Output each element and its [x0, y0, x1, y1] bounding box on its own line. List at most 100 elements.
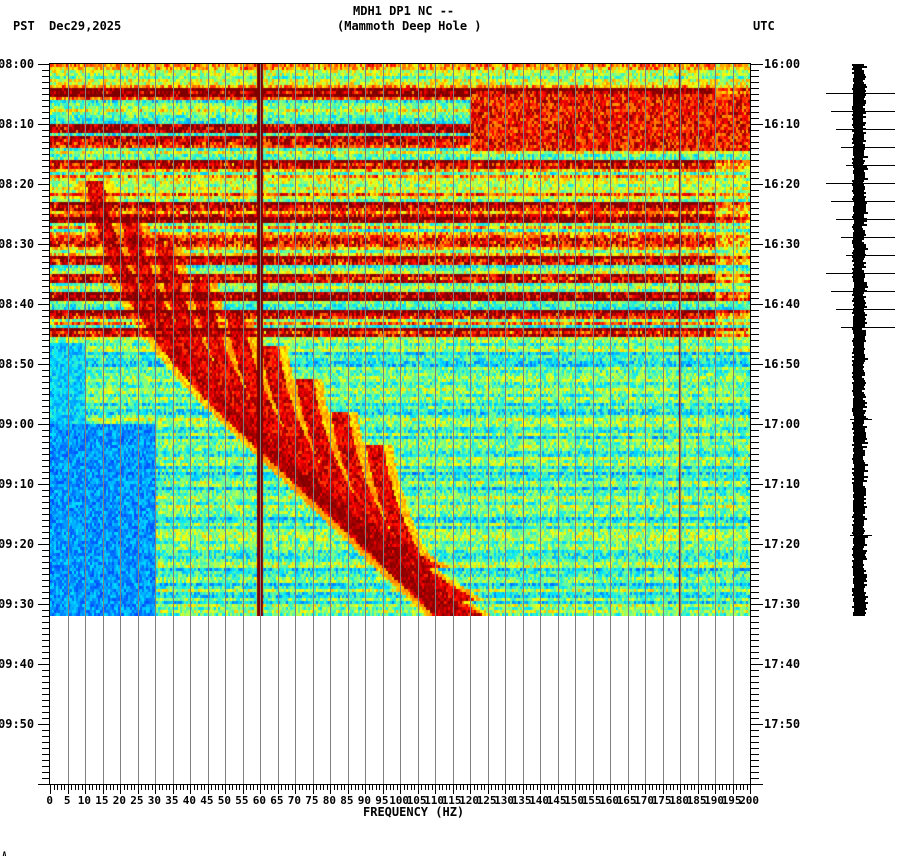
left-tick — [42, 412, 50, 413]
seismogram-segment — [853, 100, 866, 102]
gridline — [435, 64, 436, 784]
gridline — [68, 64, 69, 784]
bottom-tick — [57, 784, 58, 790]
left-tick — [42, 340, 50, 341]
seismogram-segment — [853, 136, 864, 138]
seismogram-segment — [854, 306, 867, 308]
left-tick — [42, 574, 50, 575]
left-tick — [42, 652, 50, 653]
left-tick — [42, 526, 50, 527]
frequency-tick-label: 20 — [112, 794, 127, 807]
bottom-tick — [736, 784, 737, 790]
gridline — [698, 64, 699, 784]
seismogram-segment — [853, 304, 865, 306]
left-time-label: 08:10 — [0, 117, 35, 131]
bottom-tick — [327, 784, 328, 790]
seismogram-segment — [853, 546, 864, 548]
left-tick — [42, 298, 50, 299]
seismogram-segment — [853, 318, 866, 320]
frequency-tick-label: 200 — [739, 794, 760, 807]
bottom-tick — [110, 784, 111, 790]
right-tick — [751, 358, 759, 359]
gridline — [540, 64, 541, 784]
right-tick — [751, 712, 759, 713]
bottom-tick — [145, 784, 146, 790]
right-tick — [751, 256, 759, 257]
seismogram-segment — [853, 338, 865, 340]
bottom-tick — [708, 784, 709, 790]
seismogram-spike — [850, 419, 872, 420]
seismogram-segment — [854, 262, 866, 264]
bottom-tick — [124, 784, 125, 790]
left-tick — [42, 562, 50, 563]
gridline — [85, 64, 86, 784]
right-tick — [751, 406, 759, 407]
left-tick — [42, 316, 50, 317]
seismogram-segment — [853, 456, 863, 458]
frequency-tick-label: 110 — [424, 794, 445, 807]
left-tick — [42, 556, 50, 557]
gridline — [733, 64, 734, 784]
seismogram-segment — [854, 132, 866, 134]
frequency-tick-label: 140 — [529, 794, 550, 807]
bottom-tick — [631, 784, 632, 790]
right-tick — [751, 154, 759, 155]
frequency-tick-label: 130 — [494, 794, 515, 807]
bottom-tick — [180, 784, 181, 790]
right-tick — [751, 88, 759, 89]
seismogram-segment — [852, 360, 865, 362]
seismogram-spike — [826, 183, 895, 184]
bottom-tick — [204, 784, 205, 790]
right-tick — [751, 226, 759, 227]
location-title: (Mammoth Deep Hole ) — [337, 19, 482, 33]
bottom-tick — [239, 784, 240, 790]
left-tick — [42, 712, 50, 713]
seismogram-segment — [853, 192, 866, 194]
right-tick — [751, 454, 759, 455]
seismogram-segment — [852, 554, 865, 556]
left-tick — [42, 82, 50, 83]
bottom-tick — [355, 784, 356, 790]
bottom-tick — [288, 784, 289, 790]
bottom-tick — [516, 784, 517, 790]
seismogram-segment — [853, 150, 864, 152]
right-tick — [751, 64, 763, 65]
frequency-tick-label: 50 — [217, 794, 232, 807]
right-time-label: 17:00 — [764, 417, 801, 431]
bottom-tick — [106, 784, 107, 790]
left-tick — [42, 148, 50, 149]
bottom-tick — [418, 784, 419, 794]
right-tick — [751, 586, 759, 587]
left-tick — [42, 538, 50, 539]
frequency-tick-label: 70 — [287, 794, 302, 807]
frequency-tick-label: 40 — [182, 794, 197, 807]
bottom-tick — [201, 784, 202, 790]
left-time-label: 08:00 — [0, 57, 35, 71]
bottom-tick — [113, 784, 114, 790]
left-tick — [42, 520, 50, 521]
seismogram-segment — [852, 364, 863, 366]
left-tick — [42, 478, 50, 479]
right-tick — [751, 136, 759, 137]
seismogram-segment — [854, 586, 865, 588]
spectrogram-plot — [50, 64, 750, 784]
seismogram-segment — [853, 528, 864, 530]
right-tick — [751, 472, 759, 473]
bottom-tick — [397, 784, 398, 790]
seismogram-segment — [853, 292, 864, 294]
left-tick — [42, 196, 50, 197]
bottom-tick — [656, 784, 657, 790]
seismogram-segment — [852, 142, 863, 144]
bottom-tick — [117, 784, 118, 790]
seismogram-segment — [852, 190, 864, 192]
right-tick — [751, 268, 759, 269]
bottom-tick — [138, 784, 139, 794]
seismogram-segment — [853, 238, 864, 240]
frequency-tick-label: 155 — [581, 794, 602, 807]
seismogram-segment — [853, 166, 867, 168]
right-tick — [751, 424, 763, 425]
seismogram-segment — [854, 558, 867, 560]
left-tick — [42, 688, 50, 689]
frequency-tick-label: 45 — [200, 794, 214, 807]
right-tick — [751, 232, 759, 233]
